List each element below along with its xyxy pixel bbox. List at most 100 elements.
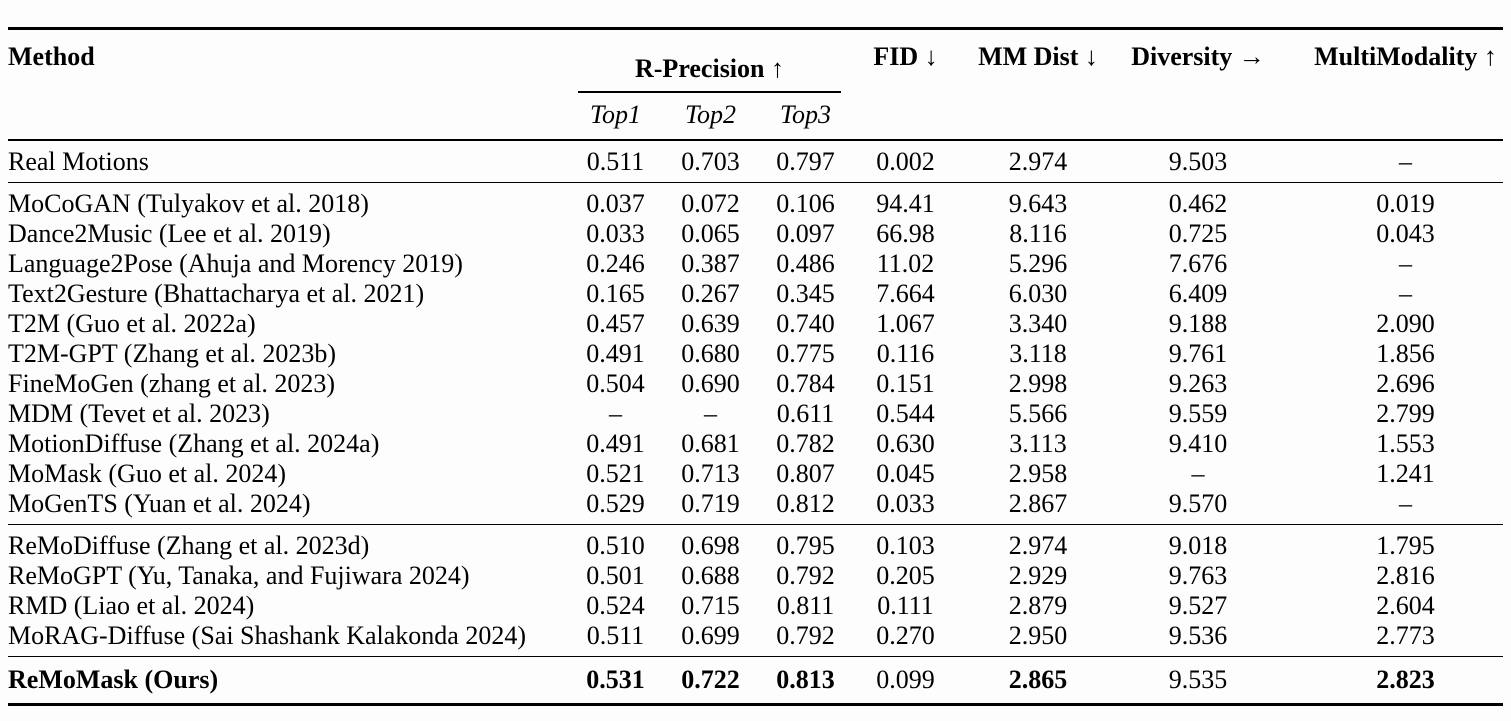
value-cell: 0.033	[876, 489, 935, 518]
value-cell: 6.030	[1008, 279, 1068, 308]
value-cell: 0.065	[681, 219, 740, 248]
table-row: FineMoGen (zhang et al. 2023) 0.504 0.690 0…	[8, 369, 1503, 399]
value-cell: 0.792	[776, 621, 835, 650]
value-cell: 2.773	[1376, 621, 1435, 650]
table-row: ReMoMask (Ours) 0.531 0.722 0.813 0.099 2.865…	[8, 657, 1503, 705]
group-baseline-methods: MoCoGAN (Tulyakov et al. 2018) 0.037 0.072…	[8, 182, 1503, 525]
col-header-method-label: Method	[8, 42, 95, 71]
table-row: T2M (Guo et al. 2022a) 0.457 0.639 0.740 1.0…	[8, 309, 1503, 339]
value-cell: 9.527	[1168, 591, 1228, 620]
value-cell: 0.116	[876, 339, 935, 368]
value-cell: 0.462	[1168, 189, 1228, 218]
table-row: T2M-GPT (Zhang et al. 2023b) 0.491 0.680 0.…	[8, 339, 1503, 369]
value-cell: –	[1399, 279, 1412, 308]
table-row: Text2Gesture (Bhattacharya et al. 2021) 0…	[8, 279, 1503, 309]
table-header: Method R-Precision ↑ FID ↓ MM Dist ↓	[8, 29, 1503, 141]
method-cell: FineMoGen (zhang et al. 2023)	[8, 369, 336, 398]
value-cell: 0.037	[586, 189, 645, 218]
value-cell: 0.531	[586, 665, 645, 694]
value-cell: 94.41	[876, 189, 935, 218]
method-cell: Text2Gesture (Bhattacharya et al. 2021)	[8, 279, 425, 308]
value-cell: 0.504	[586, 369, 645, 398]
col-header-top2: Top2	[684, 100, 737, 129]
value-cell: 0.713	[681, 459, 740, 488]
up-arrow-icon: ↑	[1483, 42, 1497, 71]
value-cell: 2.879	[1008, 591, 1068, 620]
down-arrow-icon: ↓	[1084, 42, 1098, 71]
value-cell: 0.782	[776, 429, 835, 458]
value-cell: 0.775	[776, 339, 835, 368]
value-cell: 1.795	[1376, 531, 1435, 560]
value-cell: 1.856	[1376, 339, 1435, 368]
value-cell: 3.340	[1008, 309, 1068, 338]
value-cell: 0.501	[586, 561, 645, 590]
col-header-top1: Top1	[589, 100, 642, 129]
value-cell: 0.792	[776, 561, 835, 590]
value-cell: –	[1399, 489, 1412, 518]
method-cell: Dance2Music (Lee et al. 2019)	[8, 219, 331, 248]
value-cell: 9.643	[1008, 189, 1068, 218]
value-cell: 0.639	[681, 309, 740, 338]
value-cell: 2.950	[1008, 621, 1068, 650]
value-cell: 2.974	[1008, 147, 1068, 176]
method-cell: RMD (Liao et al. 2024)	[8, 591, 255, 620]
value-cell: 3.118	[1009, 339, 1067, 368]
method-cell: T2M (Guo et al. 2022a)	[8, 309, 256, 338]
value-cell: 0.002	[876, 147, 935, 176]
value-cell: 9.410	[1168, 429, 1228, 458]
col-header-r-precision: R-Precision ↑	[568, 29, 853, 93]
value-cell: 2.604	[1376, 591, 1435, 620]
group-retrieval-augmented-methods: ReMoDiffuse (Zhang et al. 2023d) 0.510 0.6…	[8, 524, 1503, 657]
value-cell: 0.072	[681, 189, 740, 218]
method-cell: MoRAG-Diffuse (Sai Shashank Kalakonda 20…	[8, 621, 526, 650]
mm-dist-label: MM Dist	[978, 42, 1079, 71]
col-header-top3: Top3	[779, 100, 832, 129]
value-cell: 9.570	[1168, 489, 1228, 518]
table-row: Real Motions 0.511 0.703 0.797 0.002 2.974 9.5…	[8, 140, 1503, 183]
col-header-mm-dist: MM Dist ↓	[958, 29, 1118, 141]
value-cell: 9.263	[1168, 369, 1228, 398]
multimodality-label: MultiModality	[1314, 42, 1478, 71]
method-cell: MoGenTS (Yuan et al. 2024)	[8, 489, 311, 518]
value-cell: 0.165	[586, 279, 645, 308]
value-cell: 0.270	[876, 621, 935, 650]
value-cell: 0.097	[776, 219, 835, 248]
value-cell: 0.524	[586, 591, 645, 620]
col-header-fid: FID ↓	[853, 29, 958, 141]
value-cell: 0.019	[1376, 189, 1435, 218]
value-cell: 0.630	[876, 429, 935, 458]
value-cell: 0.797	[776, 147, 835, 176]
value-cell: 0.529	[586, 489, 645, 518]
value-cell: 7.676	[1168, 249, 1228, 278]
value-cell: 0.511	[586, 147, 645, 176]
value-cell: 2.974	[1008, 531, 1068, 560]
value-cell: 2.090	[1376, 309, 1435, 338]
right-arrow-icon: →	[1238, 42, 1265, 71]
method-cell: ReMoGPT (Yu, Tanaka, and Fujiwara 2024)	[8, 561, 470, 590]
value-cell: 0.043	[1376, 219, 1435, 248]
value-cell: 8.116	[1009, 219, 1067, 248]
value-cell: 0.611	[776, 399, 835, 428]
value-cell: 0.688	[681, 561, 740, 590]
group-ours: ReMoMask (Ours) 0.531 0.722 0.813 0.099 2.865…	[8, 656, 1503, 705]
value-cell: 5.566	[1008, 399, 1068, 428]
header-row-sub: Top1 Top2 Top3	[8, 93, 1503, 140]
value-cell: 0.246	[586, 249, 645, 278]
value-cell: 9.503	[1168, 147, 1228, 176]
value-cell: 2.865	[1008, 665, 1068, 694]
value-cell: 0.151	[876, 369, 935, 398]
method-cell: MoCoGAN (Tulyakov et al. 2018)	[8, 189, 369, 218]
value-cell: 9.535	[1168, 665, 1228, 694]
value-cell: 0.457	[586, 309, 645, 338]
value-cell: 2.929	[1008, 561, 1068, 590]
value-cell: –	[1399, 147, 1412, 176]
fid-label: FID	[873, 42, 919, 71]
method-cell: Language2Pose (Ahuja and Morency 2019)	[8, 249, 463, 278]
table-row: MotionDiffuse (Zhang et al. 2024a) 0.491 0…	[8, 429, 1503, 459]
table-row: MoGenTS (Yuan et al. 2024) 0.529 0.719 0.81…	[8, 489, 1503, 525]
diversity-label: Diversity	[1131, 42, 1233, 71]
value-cell: 0.267	[681, 279, 740, 308]
method-cell: MotionDiffuse (Zhang et al. 2024a)	[8, 429, 380, 458]
table-row: MoRAG-Diffuse (Sai Shashank Kalakonda 20…	[8, 621, 1503, 657]
table-row: ReMoGPT (Yu, Tanaka, and Fujiwara 2024) 0…	[8, 561, 1503, 591]
